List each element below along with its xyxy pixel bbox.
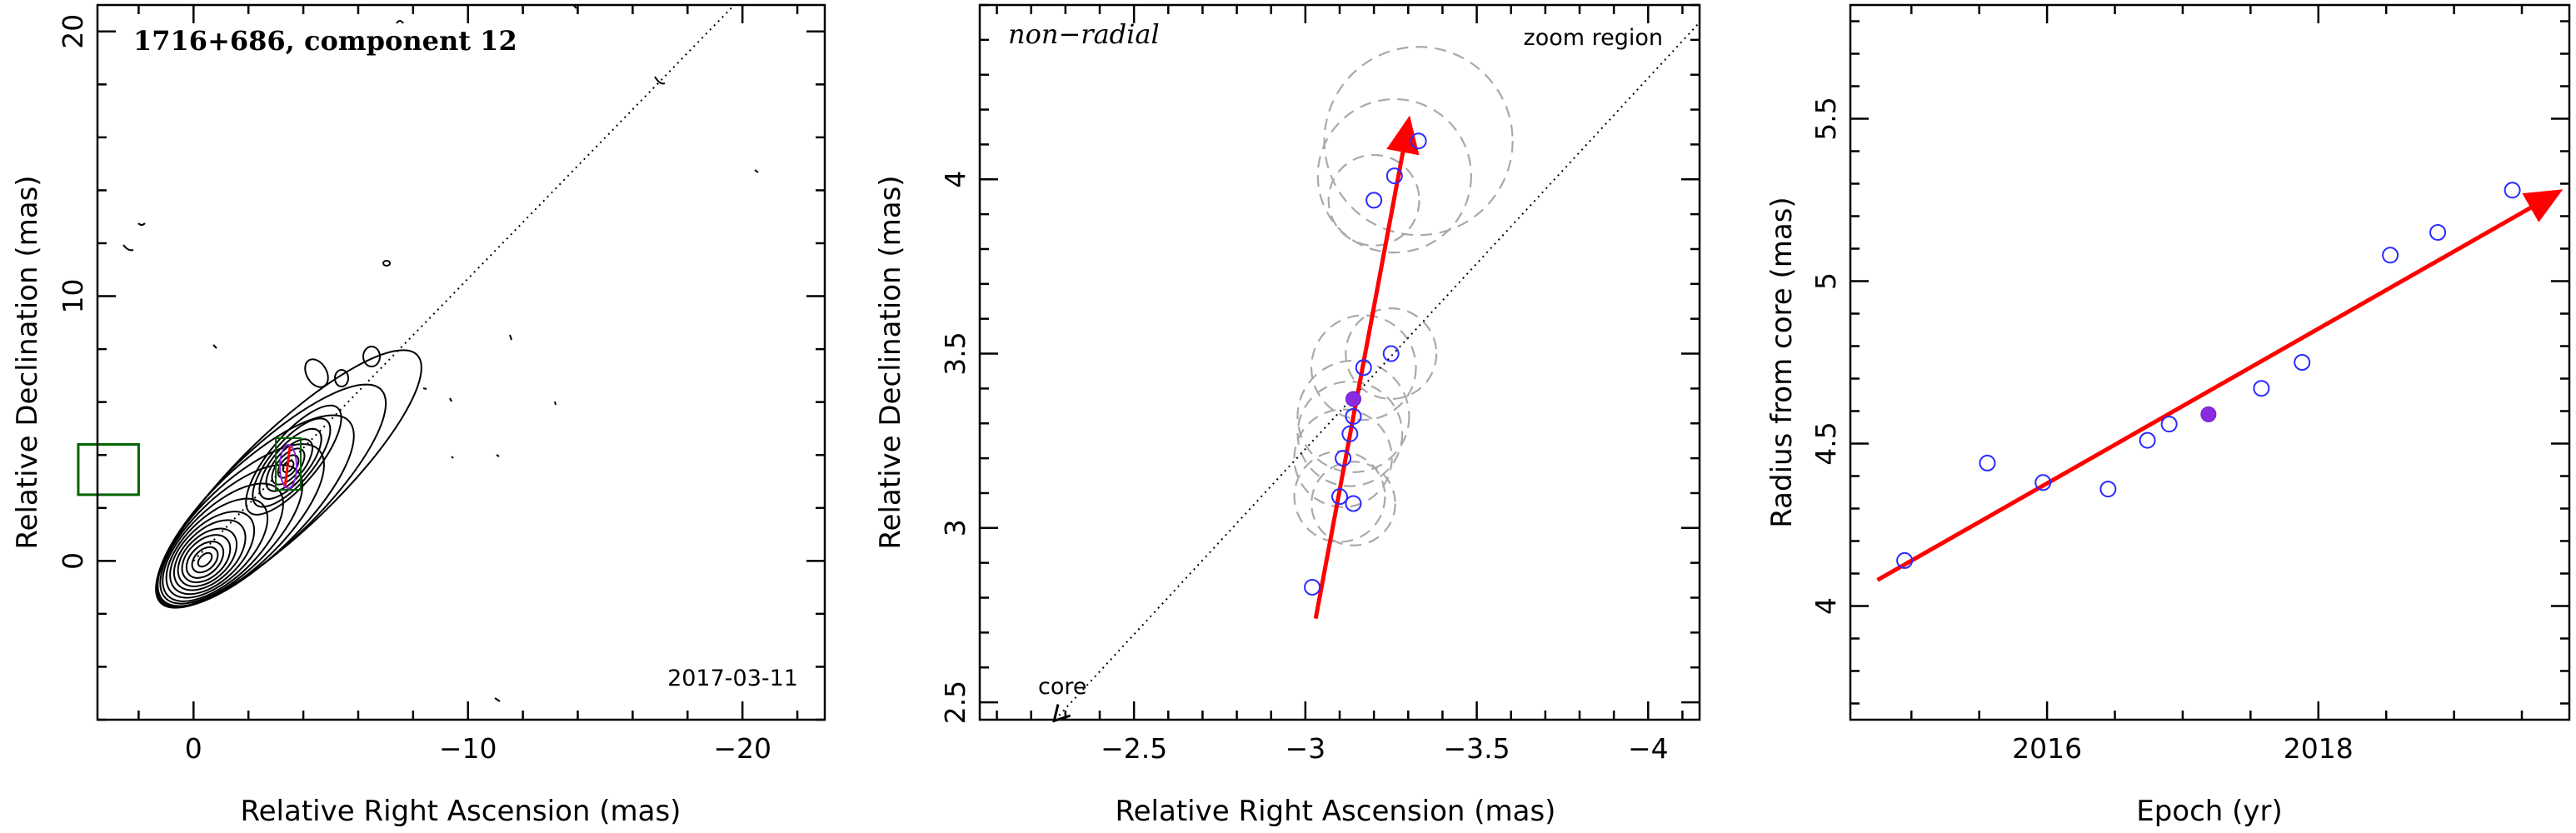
tick-marks (980, 3, 1700, 720)
tick-marks (97, 5, 825, 721)
x-axis-title: Epoch (yr) (2136, 795, 2283, 828)
jet-direction-line (1056, 22, 1700, 720)
data-point (2099, 481, 2117, 498)
y-tick-label: 5.5 (1810, 97, 1842, 140)
motion-fit-arrow (1876, 189, 2564, 582)
data-point (1345, 407, 1362, 425)
data-point (1365, 192, 1383, 209)
data-point (2139, 431, 2156, 449)
data-point (1335, 450, 1352, 467)
x-tick-label: −10 (439, 732, 497, 765)
panel-title: 1716+686, component 12 (133, 25, 517, 57)
highlight-point (1345, 391, 1361, 407)
y-tick-label: 10 (57, 279, 89, 314)
x-axis-title: Relative Right Ascension (mas) (241, 795, 681, 828)
data-point (2504, 182, 2521, 199)
error-circle (1293, 408, 1393, 508)
zoom-box-detail (275, 437, 302, 491)
x-tick-label: −20 (713, 732, 771, 765)
y-tick-label: 3 (939, 519, 971, 536)
x-tick-label: 0 (185, 732, 202, 765)
data-point (2382, 247, 2399, 264)
data-point (1304, 578, 1321, 596)
y-tick-label: 3.5 (939, 332, 971, 375)
plot-frame (1849, 3, 2571, 721)
error-circle (1345, 307, 1438, 401)
data-point (1331, 488, 1348, 506)
panel-zoom-region: non−radial zoom region core Relative Rig… (874, 3, 1701, 828)
data-point (2253, 380, 2270, 397)
zoom-region-label: zoom region (1524, 25, 1663, 51)
data-point (1896, 551, 1914, 569)
data-point (2160, 416, 2178, 433)
y-axis-title: Relative Declination (mas) (874, 175, 907, 549)
jet-direction-line (192, 4, 736, 562)
date-label: 2017-03-11 (667, 666, 798, 691)
x-tick-label: −2.5 (1101, 732, 1167, 765)
y-tick-label: 4 (1810, 597, 1842, 615)
data-point (1382, 345, 1400, 362)
x-axis-title: Relative Right Ascension (mas) (1116, 795, 1556, 828)
y-axis-title: Radius from core (mas) (1765, 197, 1799, 527)
y-tick-label: 5 (1810, 272, 1842, 290)
contour-map (122, 4, 759, 702)
error-circle (1323, 46, 1514, 237)
highlight-point (2200, 406, 2217, 422)
x-tick-label: 2018 (2284, 732, 2354, 765)
error-circle (1310, 461, 1396, 546)
x-tick-label: 2016 (2012, 732, 2082, 765)
data-point (1345, 495, 1362, 512)
y-tick-label: 4 (939, 171, 971, 188)
data-point (1385, 167, 1403, 185)
data-point (2429, 224, 2447, 241)
data-point (1410, 132, 1427, 150)
error-circles (1293, 46, 1514, 546)
radius-points (1896, 182, 2521, 569)
x-tick-label: −3.5 (1444, 732, 1510, 765)
y-tick-label: 4.5 (1810, 421, 1842, 465)
x-tick-label: −4 (1628, 732, 1669, 765)
data-point (1341, 425, 1359, 442)
zoom-box (77, 443, 140, 496)
error-circle (1296, 380, 1404, 487)
tick-marks (1850, 5, 2569, 720)
motion-vector-arrow (1313, 115, 1420, 620)
y-tick-label: 2.5 (939, 681, 971, 724)
y-axis-title: Relative Declination (mas) (11, 175, 44, 549)
core-label: core (1038, 674, 1086, 700)
data-point (1979, 454, 1996, 471)
data-point (1355, 359, 1372, 377)
plot-frame (96, 3, 826, 721)
panel-title: non−radial (1008, 18, 1160, 50)
y-tick-label: 0 (57, 552, 89, 570)
plot-frame (978, 3, 1701, 721)
panel-radius-vs-epoch: Epoch (yr) Radius from core (mas) 2016 20… (1765, 3, 2571, 828)
panel-contour-map: 1716+686, component 12 2017-03-11 Relati… (11, 3, 826, 828)
data-point (2294, 354, 2311, 371)
data-point (2034, 474, 2052, 491)
error-circle (1310, 314, 1417, 421)
y-tick-label: 20 (57, 14, 89, 49)
x-tick-label: −3 (1286, 732, 1326, 765)
error-circle (1296, 359, 1410, 473)
component-positions (1304, 132, 1427, 596)
error-circle (1316, 97, 1473, 254)
error-circle (1327, 153, 1420, 247)
